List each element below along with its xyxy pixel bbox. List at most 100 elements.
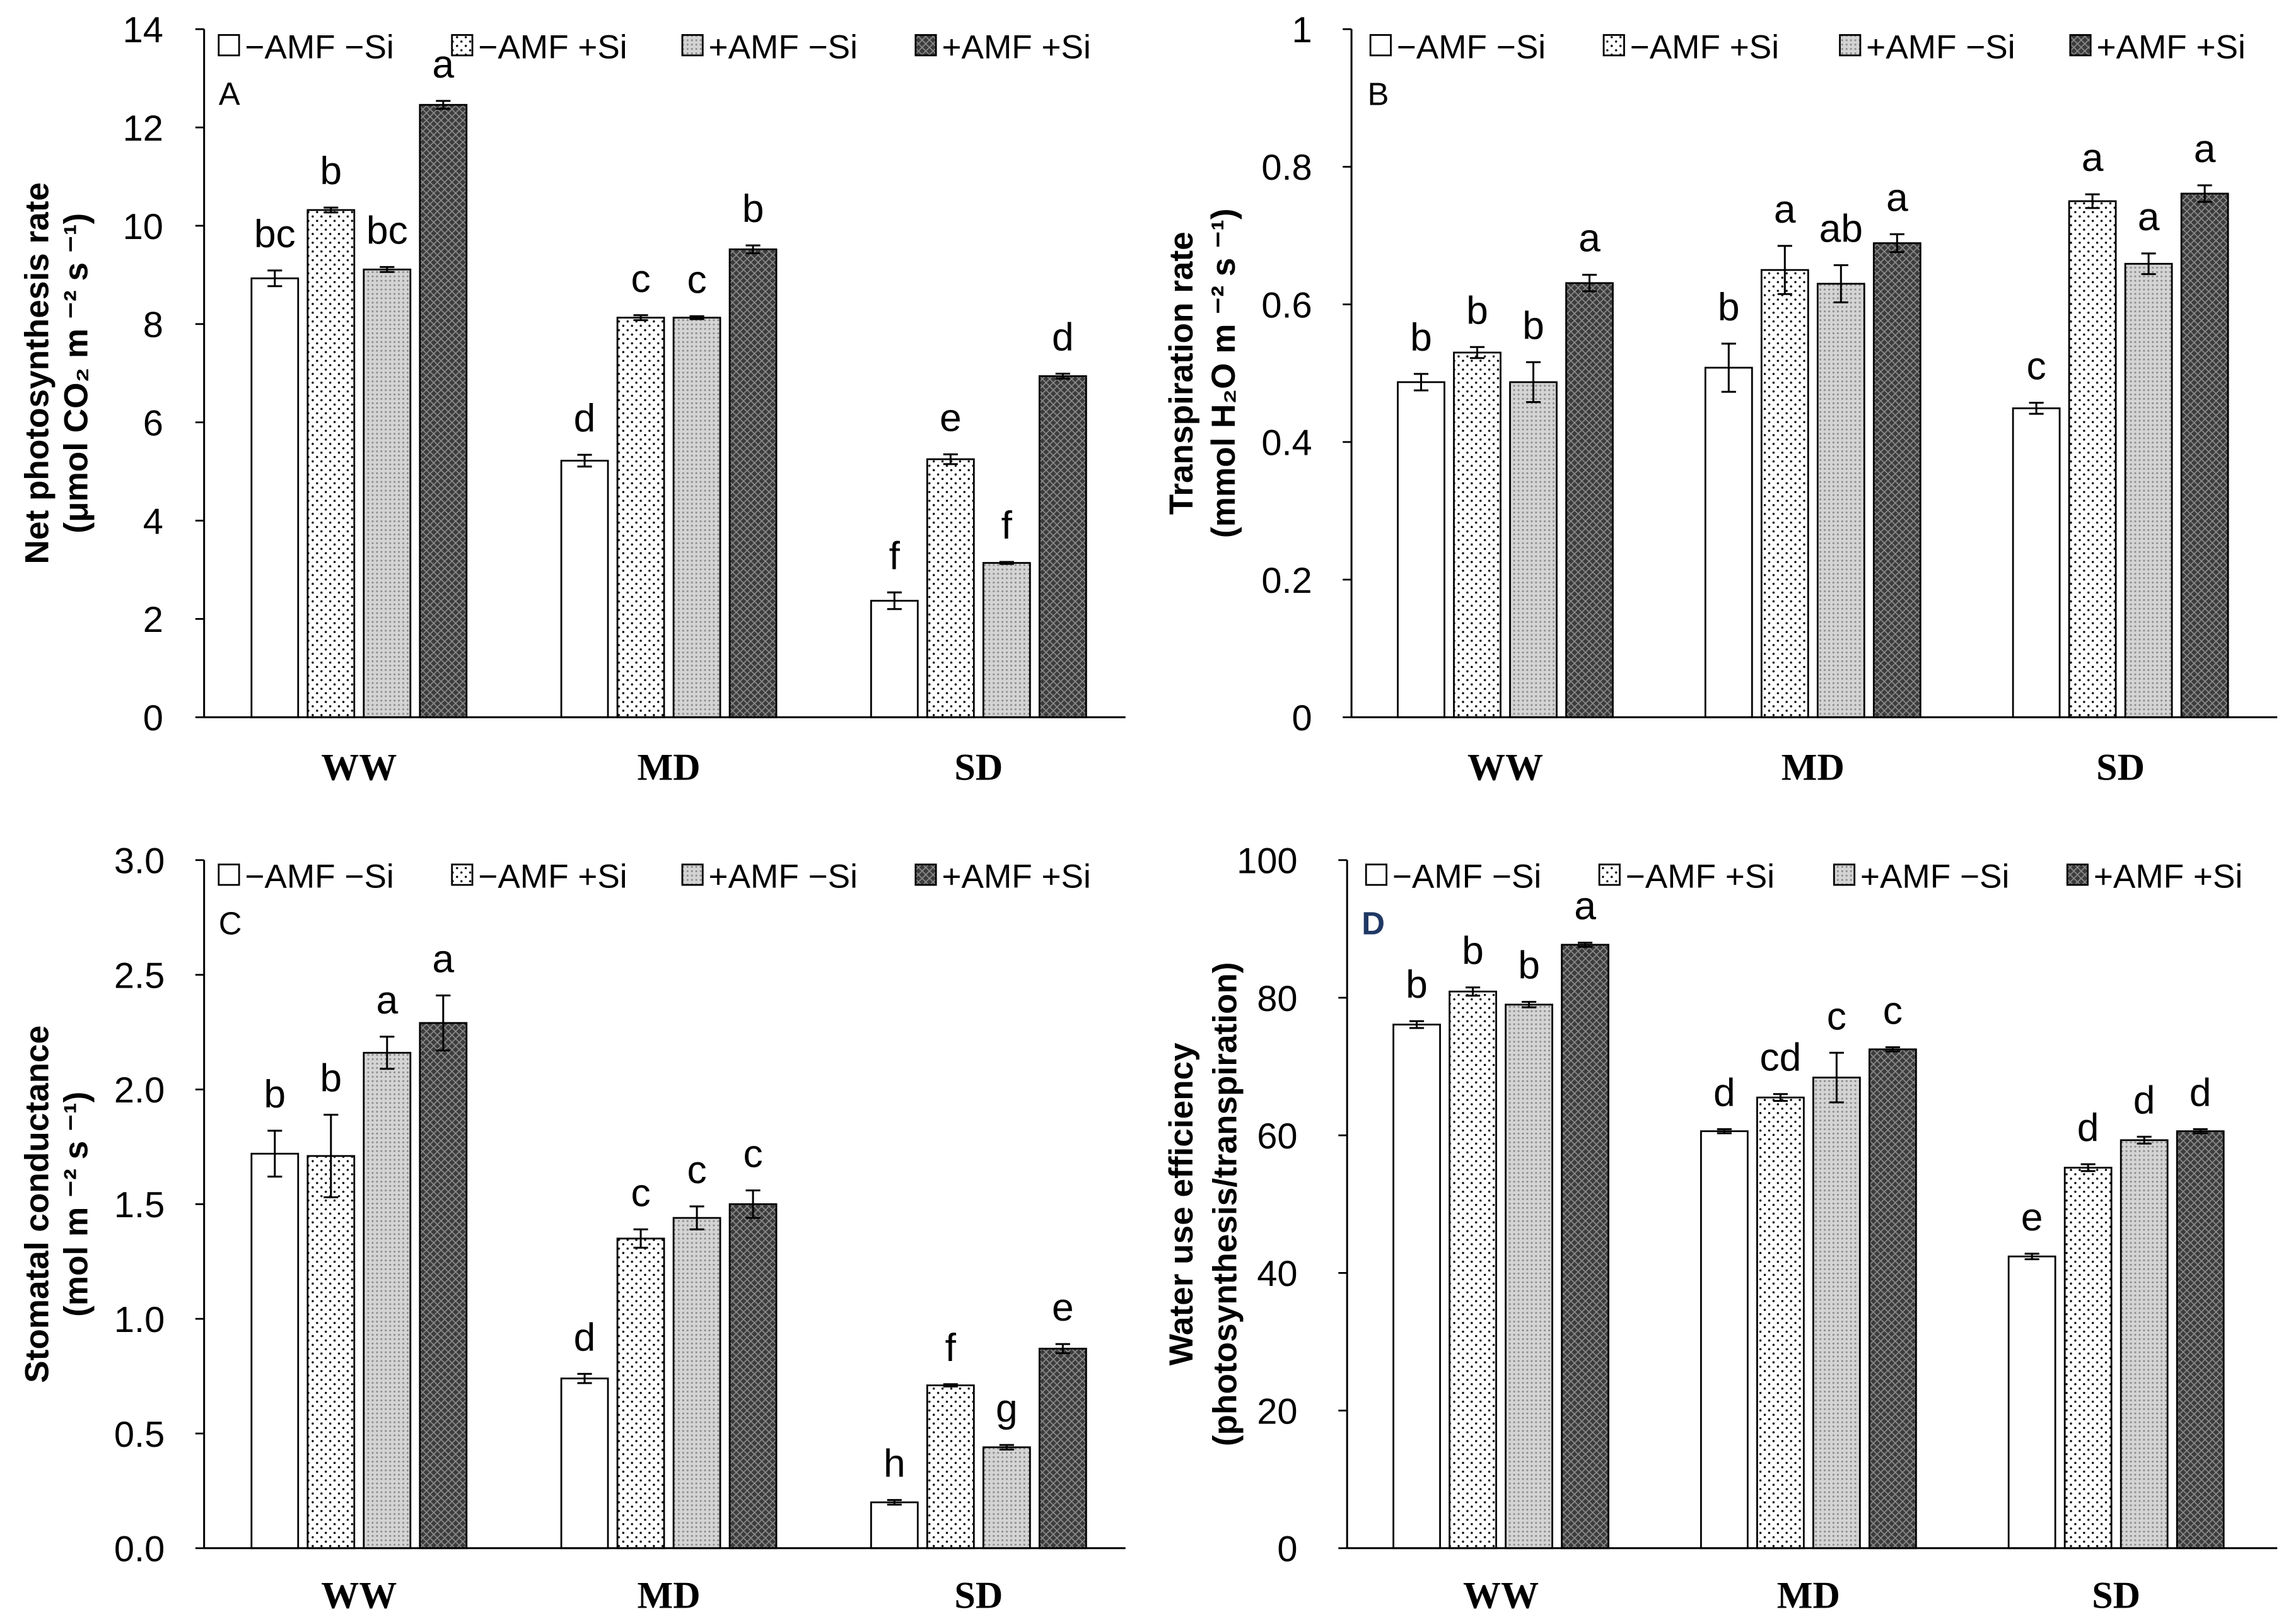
sig-letter-c-ww-plus-amf-plus-si: a <box>432 937 454 981</box>
bar-b-ww-plus-amf-plus-si <box>1565 282 1614 718</box>
legend-item-plus-amf-minus-si: +AMF −Si <box>681 28 858 66</box>
bar-a-md-minus-amf-minus-si <box>560 460 609 718</box>
legend-swatch-minus-amf-minus-si <box>218 34 240 57</box>
error-bar-c-md-plus-amf-plus-si <box>745 1189 761 1219</box>
error-bar-c-sd-plus-amf-plus-si <box>1055 1343 1070 1355</box>
legend-item-minus-amf-minus-si: −AMF −Si <box>1369 28 1546 66</box>
error-bar-d-md-plus-amf-minus-si <box>1829 1051 1844 1104</box>
y-tick-label: 2.5 <box>114 955 165 996</box>
bar-c-sd-minus-amf-plus-si <box>926 1384 975 1550</box>
sig-letter-c-sd-plus-amf-plus-si: e <box>1052 1286 1074 1329</box>
legend-item-minus-amf-minus-si: −AMF −Si <box>218 28 394 66</box>
x-tick-label-md: MD <box>1777 1575 1840 1617</box>
error-bar-a-sd-minus-amf-minus-si <box>887 591 902 610</box>
sig-letter-a-sd-plus-amf-plus-si: d <box>1052 316 1074 359</box>
sig-letter-a-ww-minus-amf-plus-si: b <box>320 149 342 193</box>
legend-label-minus-amf-plus-si: −AMF +Si <box>478 858 627 896</box>
x-tick-label-ww: WW <box>1463 1575 1539 1617</box>
y-tick-label: 0.0 <box>114 1529 165 1570</box>
error-bar-c-ww-plus-amf-plus-si <box>436 994 451 1052</box>
y-tick-label: 40 <box>1257 1254 1297 1294</box>
error-bar-d-ww-plus-amf-plus-si <box>1578 942 1593 948</box>
y-axis-title-line-1: Stomatal conductance <box>18 1025 55 1383</box>
legend-swatch-minus-amf-minus-si <box>1365 863 1387 886</box>
y-tick-label: 14 <box>123 10 163 50</box>
sig-letter-d-md-minus-amf-minus-si: d <box>1713 1071 1735 1114</box>
error-bar-d-sd-minus-amf-plus-si <box>2080 1163 2096 1172</box>
error-bar-c-sd-minus-amf-minus-si <box>887 1498 902 1506</box>
legend-swatch-plus-amf-plus-si <box>2069 34 2092 57</box>
error-bar-c-ww-minus-amf-plus-si <box>324 1113 339 1198</box>
y-axis-title-line-2: (mol m ⁻² s ⁻¹) <box>58 1092 95 1317</box>
y-tick-label: 4 <box>143 501 163 542</box>
error-bar-d-sd-plus-amf-plus-si <box>2193 1128 2208 1135</box>
sig-letter-b-md-plus-amf-plus-si: a <box>1886 176 1908 219</box>
bar-b-ww-plus-amf-minus-si <box>1509 381 1558 718</box>
sig-letter-d-sd-minus-amf-plus-si: d <box>2077 1106 2099 1150</box>
y-tick-label: 6 <box>143 403 163 443</box>
sig-letter-a-sd-minus-amf-plus-si: e <box>940 396 962 440</box>
legend-d: −AMF −Si −AMF +Si +AMF −Si +AMF +Si <box>1365 858 2242 896</box>
sig-letter-b-sd-plus-amf-minus-si: a <box>2138 196 2160 239</box>
legend-label-plus-amf-minus-si: +AMF −Si <box>709 28 858 66</box>
bar-b-md-minus-amf-plus-si <box>1760 269 1809 718</box>
error-bar-c-md-minus-amf-minus-si <box>577 1372 592 1384</box>
sig-letter-b-ww-plus-amf-plus-si: a <box>1578 217 1601 260</box>
y-tick-label: 20 <box>1257 1391 1297 1432</box>
x-tick-label-sd: SD <box>954 747 1003 789</box>
legend-swatch-plus-amf-minus-si <box>681 34 704 57</box>
sig-letter-b-ww-plus-amf-minus-si: b <box>1522 304 1544 348</box>
sig-letter-b-sd-minus-amf-plus-si: a <box>2082 136 2104 180</box>
legend-swatch-plus-amf-minus-si <box>1839 34 1862 57</box>
y-tick-label: 10 <box>123 207 163 247</box>
sig-letter-c-md-plus-amf-plus-si: c <box>743 1132 762 1176</box>
bar-a-ww-plus-amf-plus-si <box>419 103 468 718</box>
error-bar-c-sd-minus-amf-plus-si <box>943 1383 958 1387</box>
error-bar-d-ww-plus-amf-minus-si <box>1522 1001 1537 1008</box>
bar-d-ww-minus-amf-minus-si <box>1392 1024 1441 1550</box>
sig-letter-d-sd-minus-amf-minus-si: e <box>2021 1196 2043 1239</box>
sig-letter-a-ww-minus-amf-minus-si: bc <box>254 213 296 256</box>
error-bar-b-md-plus-amf-plus-si <box>1889 233 1904 254</box>
bar-d-sd-plus-amf-minus-si <box>2120 1139 2169 1550</box>
bar-a-sd-plus-amf-minus-si <box>982 562 1031 718</box>
bar-c-ww-plus-amf-plus-si <box>419 1022 468 1550</box>
error-bar-a-ww-plus-amf-minus-si <box>380 266 395 273</box>
bar-c-ww-plus-amf-minus-si <box>363 1051 412 1550</box>
y-tick-label: 0.8 <box>1261 148 1312 188</box>
legend-item-plus-amf-plus-si: +AMF +Si <box>2066 858 2242 896</box>
error-bar-c-ww-plus-amf-minus-si <box>380 1036 395 1070</box>
legend-item-plus-amf-minus-si: +AMF −Si <box>1833 858 2009 896</box>
x-tick-label-sd: SD <box>2092 1575 2140 1617</box>
sig-letter-a-md-plus-amf-minus-si: c <box>687 258 706 301</box>
bar-c-md-plus-amf-plus-si <box>728 1203 778 1550</box>
error-bar-a-ww-minus-amf-plus-si <box>324 206 339 214</box>
panel-label-b: B <box>1368 76 1389 112</box>
bar-a-ww-plus-amf-minus-si <box>363 268 412 718</box>
legend-label-minus-amf-minus-si: −AMF −Si <box>1397 28 1546 66</box>
y-tick-label: 100 <box>1237 841 1297 882</box>
y-tick-label: 80 <box>1257 979 1297 1019</box>
y-tick-label: 1 <box>1292 10 1312 50</box>
bar-d-md-plus-amf-plus-si <box>1868 1048 1917 1550</box>
error-bar-b-ww-plus-amf-minus-si <box>1525 361 1541 404</box>
sig-letter-d-sd-plus-amf-minus-si: d <box>2133 1078 2155 1122</box>
sig-letter-b-ww-minus-amf-minus-si: b <box>1410 316 1432 359</box>
bar-c-sd-plus-amf-plus-si <box>1038 1348 1087 1550</box>
legend-label-plus-amf-plus-si: +AMF +Si <box>942 858 1090 896</box>
x-tick-label-md: MD <box>638 747 701 789</box>
y-tick-label: 0.6 <box>1261 285 1312 325</box>
sig-letter-d-ww-plus-amf-plus-si: a <box>1574 885 1596 928</box>
bar-b-md-plus-amf-plus-si <box>1872 242 1922 718</box>
error-bar-c-ww-minus-amf-minus-si <box>267 1130 283 1178</box>
x-tick-label-md: MD <box>1782 747 1845 789</box>
sig-letter-c-sd-minus-amf-minus-si: h <box>883 1442 906 1485</box>
error-bar-a-sd-plus-amf-minus-si <box>999 561 1014 565</box>
y-tick-label: 0 <box>143 698 163 739</box>
legend-label-plus-amf-minus-si: +AMF −Si <box>1860 858 2009 896</box>
bar-c-md-plus-amf-minus-si <box>672 1217 721 1550</box>
